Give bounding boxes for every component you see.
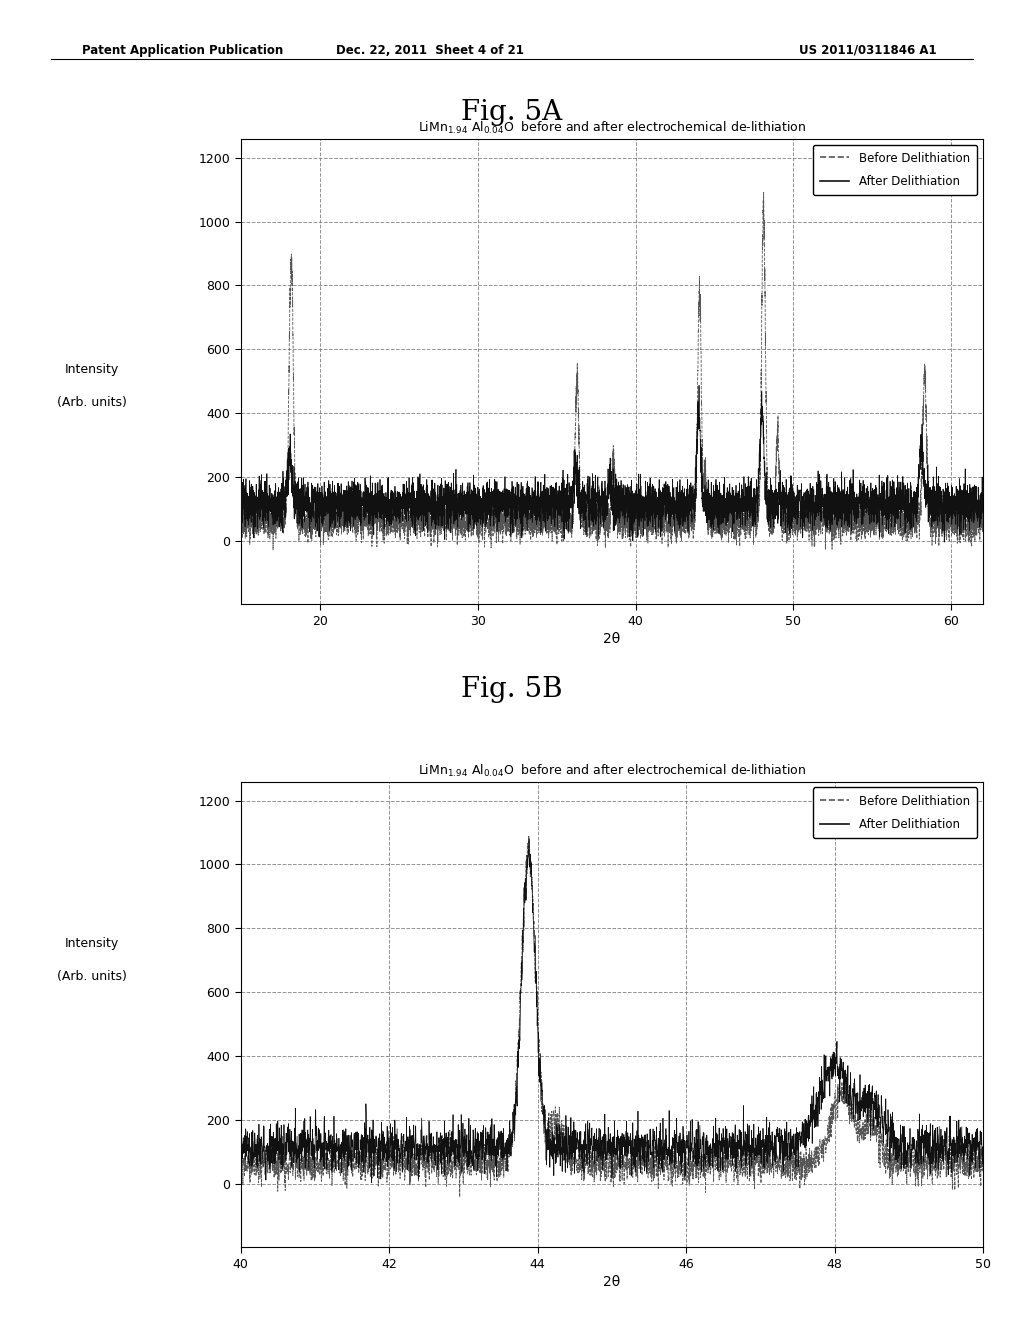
Text: Patent Application Publication: Patent Application Publication xyxy=(82,44,284,57)
Text: Fig. 5B: Fig. 5B xyxy=(461,676,563,702)
Text: Fig. 5A: Fig. 5A xyxy=(462,99,562,125)
Legend: Before Delithiation, After Delithiation: Before Delithiation, After Delithiation xyxy=(813,144,977,195)
Title: LiMn$_{1.94}$ Al$_{0.04}$O  before and after electrochemical de-lithiation: LiMn$_{1.94}$ Al$_{0.04}$O before and af… xyxy=(418,763,806,779)
Text: (Arb. units): (Arb. units) xyxy=(57,396,127,409)
Text: US 2011/0311846 A1: US 2011/0311846 A1 xyxy=(799,44,936,57)
Title: LiMn$_{1.94}$ Al$_{0.04}$O  before and after electrochemical de-lithiation: LiMn$_{1.94}$ Al$_{0.04}$O before and af… xyxy=(418,120,806,136)
X-axis label: 2θ: 2θ xyxy=(603,1275,621,1290)
Text: Intensity: Intensity xyxy=(66,937,119,950)
Text: (Arb. units): (Arb. units) xyxy=(57,970,127,983)
Text: Dec. 22, 2011  Sheet 4 of 21: Dec. 22, 2011 Sheet 4 of 21 xyxy=(336,44,524,57)
X-axis label: 2θ: 2θ xyxy=(603,632,621,645)
Text: Intensity: Intensity xyxy=(66,363,119,376)
Legend: Before Delithiation, After Delithiation: Before Delithiation, After Delithiation xyxy=(813,788,977,838)
